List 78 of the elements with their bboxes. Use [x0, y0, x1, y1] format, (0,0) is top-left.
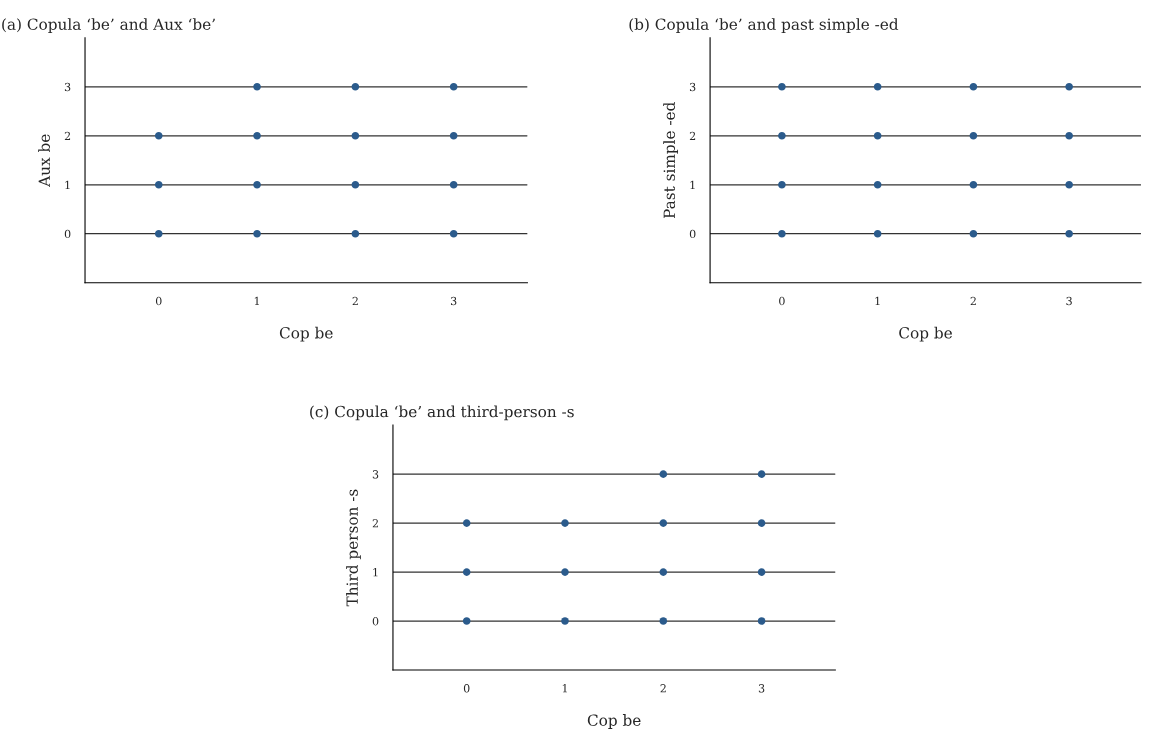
chart-title: (c) Copula ‘be’ and third-person -s [310, 405, 574, 421]
point [873, 229, 882, 238]
y-tick-label: 3 [689, 82, 696, 92]
point [561, 519, 569, 527]
point [351, 131, 360, 140]
x-tick-label: 1 [254, 296, 260, 306]
point [253, 229, 261, 238]
point [778, 229, 786, 238]
chart-title: (a) Copula ‘be’ and Aux ‘be’ [2, 18, 215, 33]
y-tick-label: 1 [690, 180, 695, 189]
y-tick-label: 0 [689, 229, 696, 239]
point [757, 617, 766, 625]
y-tick-label: 3 [64, 82, 71, 92]
x-axis-title: Cop be [279, 326, 333, 342]
point [561, 617, 569, 625]
point [462, 568, 471, 576]
x-tick-label: 2 [352, 296, 358, 306]
y-tick-label: 2 [689, 131, 696, 141]
y-axis-title: Past simple -ed [663, 102, 679, 219]
point [154, 131, 163, 140]
point [253, 131, 261, 140]
x-axis-title: Cop be [899, 326, 952, 342]
point [449, 83, 458, 91]
point [462, 519, 471, 527]
point [873, 180, 882, 189]
point [757, 470, 766, 478]
point [873, 83, 882, 91]
x-tick-label: 1 [562, 684, 567, 693]
y-axis-title: Third person -s [346, 489, 361, 607]
point [351, 229, 360, 238]
point [154, 180, 163, 189]
point [351, 83, 360, 91]
y-tick-label: 0 [64, 229, 71, 239]
x-tick-label: 3 [758, 684, 765, 693]
x-tick-label: 2 [660, 684, 666, 693]
x-axis-title: Cop be [587, 714, 641, 729]
point [449, 131, 458, 140]
y-tick-label: 2 [372, 519, 378, 528]
point [778, 180, 786, 189]
point [969, 229, 978, 238]
point [351, 180, 360, 189]
point [449, 229, 458, 238]
y-tick-label: 0 [372, 617, 379, 626]
x-tick-label: 2 [970, 296, 976, 306]
point [778, 131, 786, 140]
y-tick-label: 3 [372, 470, 379, 479]
point [561, 568, 569, 576]
point [449, 180, 458, 189]
y-tick-label: 1 [373, 568, 378, 577]
point [659, 470, 668, 478]
x-tick-label: 0 [779, 296, 785, 306]
point [873, 131, 882, 140]
point [969, 83, 978, 91]
point [1065, 131, 1073, 140]
point [659, 617, 668, 625]
x-tick-label: 1 [875, 296, 880, 306]
point [462, 617, 471, 625]
point [154, 229, 163, 238]
point [253, 180, 261, 189]
y-axis-title: Aux be [38, 134, 50, 187]
point [969, 180, 978, 189]
x-tick-label: 0 [463, 684, 470, 693]
point [778, 83, 786, 91]
x-tick-label: 0 [155, 296, 162, 306]
point [659, 568, 668, 576]
chart-title: (b) Copula ‘be’ and past simple -ed [629, 18, 899, 33]
point [659, 519, 668, 527]
point [1065, 83, 1073, 91]
point [1065, 229, 1073, 238]
x-tick-label: 3 [1066, 296, 1072, 306]
point [1065, 180, 1073, 189]
point [253, 83, 261, 91]
y-tick-label: 1 [65, 180, 70, 189]
point [757, 568, 766, 576]
y-tick-label: 2 [64, 131, 71, 141]
point [969, 131, 978, 140]
x-tick-label: 3 [450, 296, 457, 306]
point [757, 519, 766, 527]
